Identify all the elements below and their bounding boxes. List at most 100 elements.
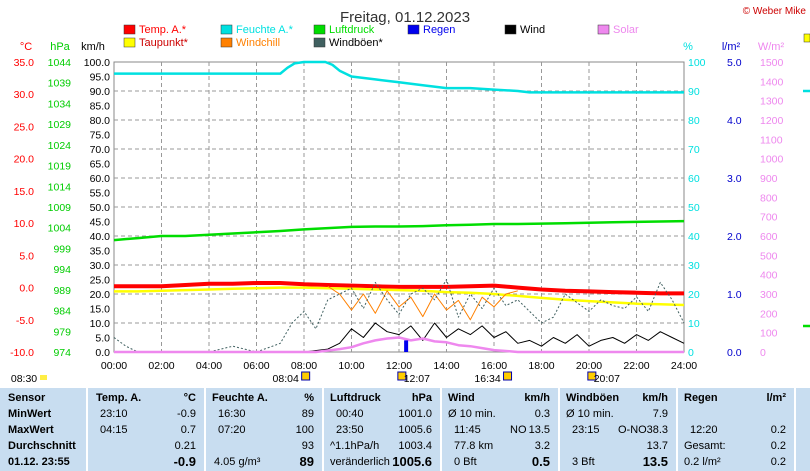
axis-unit-hum: %	[683, 41, 693, 53]
tick-label-wind: 15.0	[90, 304, 111, 316]
sun-events: 08:30 08:04 12:07 16:34 20:07	[11, 371, 620, 385]
chart-title: Freitag, 01.12.2023	[340, 9, 470, 26]
legend-label: Taupunkt*	[139, 37, 189, 49]
tick-label-solar: 400	[760, 270, 778, 282]
legend-label: Windböen*	[329, 37, 384, 49]
tick-label-temp: 20.0	[14, 154, 35, 166]
wind-current-value: 0.5	[531, 454, 550, 469]
tick-label-wind: 95.0	[90, 72, 111, 84]
tick-label-wind: 25.0	[90, 275, 111, 287]
tick-label-rain: 5.0	[727, 57, 742, 69]
gust-max-value: 38.3	[646, 424, 668, 436]
wind-avg-value: 3.2	[534, 440, 550, 452]
tick-label-rain: 3.0	[727, 173, 742, 185]
wind-max-time: 11:45	[454, 424, 481, 436]
tick-label-temp: 25.0	[14, 121, 35, 133]
legend-swatch	[123, 37, 136, 48]
wind-avg10-value: 0.3	[534, 408, 550, 420]
rain-unit: l/m²	[766, 392, 786, 404]
gust-max-time: 23:15	[572, 424, 600, 436]
stats-col-wind: Wind km/h Ø 10 min. 0.3 11:45 NO 13.5 77.8 k…	[442, 388, 560, 471]
tick-label-hum: 90	[688, 86, 700, 98]
tick-label-hum: 40	[688, 231, 700, 243]
tick-label-hum: 80	[688, 115, 700, 127]
temp-max-time: 04:15	[100, 424, 128, 436]
weather-chart: Freitag, 01.12.2023 © Weber Mike Temp. A…	[10, 6, 810, 385]
gust-bft: 3 Bft	[572, 456, 595, 468]
tick-label-solar: 600	[760, 231, 778, 243]
wind-unit: km/h	[524, 392, 550, 404]
temp-max-value: 0.7	[180, 424, 196, 436]
tick-label-solar: 1500	[760, 57, 784, 69]
tick-label-rain: 4.0	[727, 115, 742, 127]
stats-col-press: Luftdruck hPa 00:40 1001.0 23:50 1005.6 ^1.…	[324, 388, 442, 471]
x-tick-label: 16:00	[481, 360, 507, 372]
sensor-row-max: MaxWert	[8, 424, 54, 436]
tick-label-press: 1029	[48, 119, 72, 131]
wind-header: Wind	[448, 392, 475, 404]
hum-current-value: 89	[299, 454, 314, 469]
tick-label-rain: 2.0	[727, 231, 742, 243]
press-trend-rate: ^1.1hPa/h	[330, 440, 380, 452]
tick-label-wind: 30.0	[90, 260, 111, 272]
tick-label-temp: 15.0	[14, 186, 35, 198]
tick-label-solar: 1000	[760, 154, 784, 166]
credit-text: © Weber Mike	[743, 6, 807, 17]
tick-label-temp: 0.0	[19, 283, 34, 295]
tick-label-hum: 60	[688, 173, 700, 185]
rain-max-time: 12:20	[690, 424, 718, 436]
tick-label-press: 1034	[48, 98, 72, 110]
axis-unit-press: hPa	[50, 41, 70, 53]
tick-label-press: 1004	[48, 223, 72, 235]
sun-marker	[397, 371, 407, 381]
tick-label-press: 1044	[48, 57, 72, 69]
stats-col-hum: Feuchte A.% 16:30 89 07:20 100 93 4.05 g/m…	[206, 388, 324, 471]
rain-total-value: 0.2	[770, 440, 786, 452]
sun-event-label: 08:30	[11, 373, 37, 385]
tick-label-temp: 10.0	[14, 218, 35, 230]
x-tick-label: 04:00	[196, 360, 222, 372]
hum-avg-value: 93	[301, 440, 314, 452]
tick-label-press: 989	[53, 285, 71, 297]
tick-label-press: 999	[53, 243, 71, 255]
tick-label-wind: 10.0	[90, 318, 111, 330]
tick-label-wind: 45.0	[90, 217, 111, 229]
gust-avg-label: Ø 10 min.	[566, 408, 614, 420]
series-line-wind	[114, 322, 685, 353]
temp-current-value: -0.9	[173, 454, 196, 469]
tick-label-rain: 0.0	[727, 347, 742, 359]
rain-rate: 0.2 l/m²	[684, 456, 721, 468]
rain-header: Regen	[684, 392, 718, 404]
stats-col-sensor: Sensor MinWert MaxWert Durchschnitt 01.1…	[0, 388, 88, 471]
temp-unit: °C	[183, 392, 196, 404]
tick-label-wind: 55.0	[90, 188, 111, 200]
hum-min-time: 16:30	[218, 408, 246, 420]
legend-swatch	[504, 24, 517, 35]
stats-col-gust: Windböen km/h Ø 10 min. 7.9 23:15 O-NO 38.3 …	[560, 388, 678, 471]
tick-label-wind: 85.0	[90, 101, 111, 113]
tick-label-solar: 0	[760, 347, 766, 359]
press-trend-text: veränderlich	[330, 456, 390, 468]
tick-label-solar: 500	[760, 250, 778, 262]
tick-label-solar: 700	[760, 212, 778, 224]
x-tick-label: 06:00	[243, 360, 269, 372]
gust-max-dir: O-NO	[618, 424, 647, 436]
legend-swatch	[597, 24, 610, 35]
legend-label: Regen	[423, 24, 455, 36]
press-min-time: 00:40	[336, 408, 364, 420]
data-series	[113, 60, 685, 354]
right-edge-markers	[803, 33, 810, 328]
tick-label-temp: -5.0	[16, 315, 34, 327]
press-max-time: 23:50	[336, 424, 364, 436]
legend-swatch	[220, 24, 233, 35]
tick-label-press: 974	[53, 347, 71, 359]
series-line-tempa	[114, 281, 684, 296]
tick-label-hum: 20	[688, 289, 700, 301]
tick-label-solar: 800	[760, 192, 778, 204]
press-avg-value: 1003.4	[398, 440, 432, 452]
gust-header: Windböen	[566, 392, 620, 404]
sun-event-label: 16:34	[474, 373, 500, 385]
x-tick-label: 00:00	[101, 360, 127, 372]
tick-label-press: 984	[53, 306, 71, 318]
tick-label-wind: 80.0	[90, 115, 111, 127]
